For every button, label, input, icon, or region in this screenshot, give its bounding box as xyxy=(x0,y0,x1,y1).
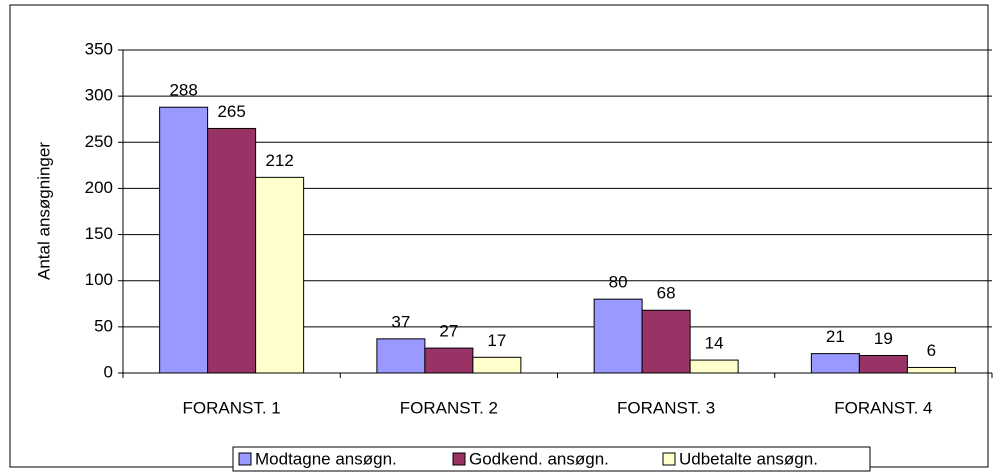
data-label: 14 xyxy=(705,334,724,353)
bar xyxy=(207,127,257,374)
y-tick-label: 350 xyxy=(85,39,113,58)
bar xyxy=(906,366,956,374)
x-tick-label: FORANST. 2 xyxy=(400,398,498,417)
data-label: 6 xyxy=(927,341,936,360)
legend-box xyxy=(232,446,871,472)
bar xyxy=(255,176,305,374)
data-label: 68 xyxy=(657,284,676,303)
data-label: 288 xyxy=(169,81,197,100)
y-tick-label: 0 xyxy=(104,362,113,381)
bar xyxy=(424,347,474,374)
bar xyxy=(858,354,908,374)
bar xyxy=(689,359,739,374)
data-label: 80 xyxy=(609,273,628,292)
legend-label: Godkend. ansøgn. xyxy=(469,449,609,468)
data-label: 212 xyxy=(265,151,293,170)
legend-label: Modtagne ansøgn. xyxy=(255,449,397,468)
y-tick-label: 100 xyxy=(85,270,113,289)
x-tick-label: FORANST. 4 xyxy=(834,398,932,417)
y-tick-label: 250 xyxy=(85,132,113,151)
x-tick-label: FORANST. 1 xyxy=(183,398,281,417)
y-tick-label: 150 xyxy=(85,224,113,243)
data-label: 21 xyxy=(826,327,845,346)
bar xyxy=(159,106,209,374)
data-label: 27 xyxy=(439,322,458,341)
bar xyxy=(593,298,643,374)
data-label: 17 xyxy=(487,331,506,350)
y-tick-label: 300 xyxy=(85,86,113,105)
legend-swatch xyxy=(452,452,466,466)
data-label: 37 xyxy=(391,312,410,331)
y-tick-label: 200 xyxy=(85,178,113,197)
y-axis-label: Antal ansøgninger xyxy=(34,142,53,280)
bar xyxy=(641,309,691,374)
bar xyxy=(376,338,426,374)
legend-swatch xyxy=(662,452,676,466)
legend-label: Udbetalte ansøgn. xyxy=(679,449,818,468)
bar xyxy=(810,353,860,374)
data-label: 265 xyxy=(217,102,245,121)
y-tick-label: 50 xyxy=(94,316,113,335)
legend-swatch xyxy=(238,452,252,466)
bar xyxy=(472,356,522,374)
data-label: 19 xyxy=(874,329,893,348)
x-tick-label: FORANST. 3 xyxy=(617,398,715,417)
